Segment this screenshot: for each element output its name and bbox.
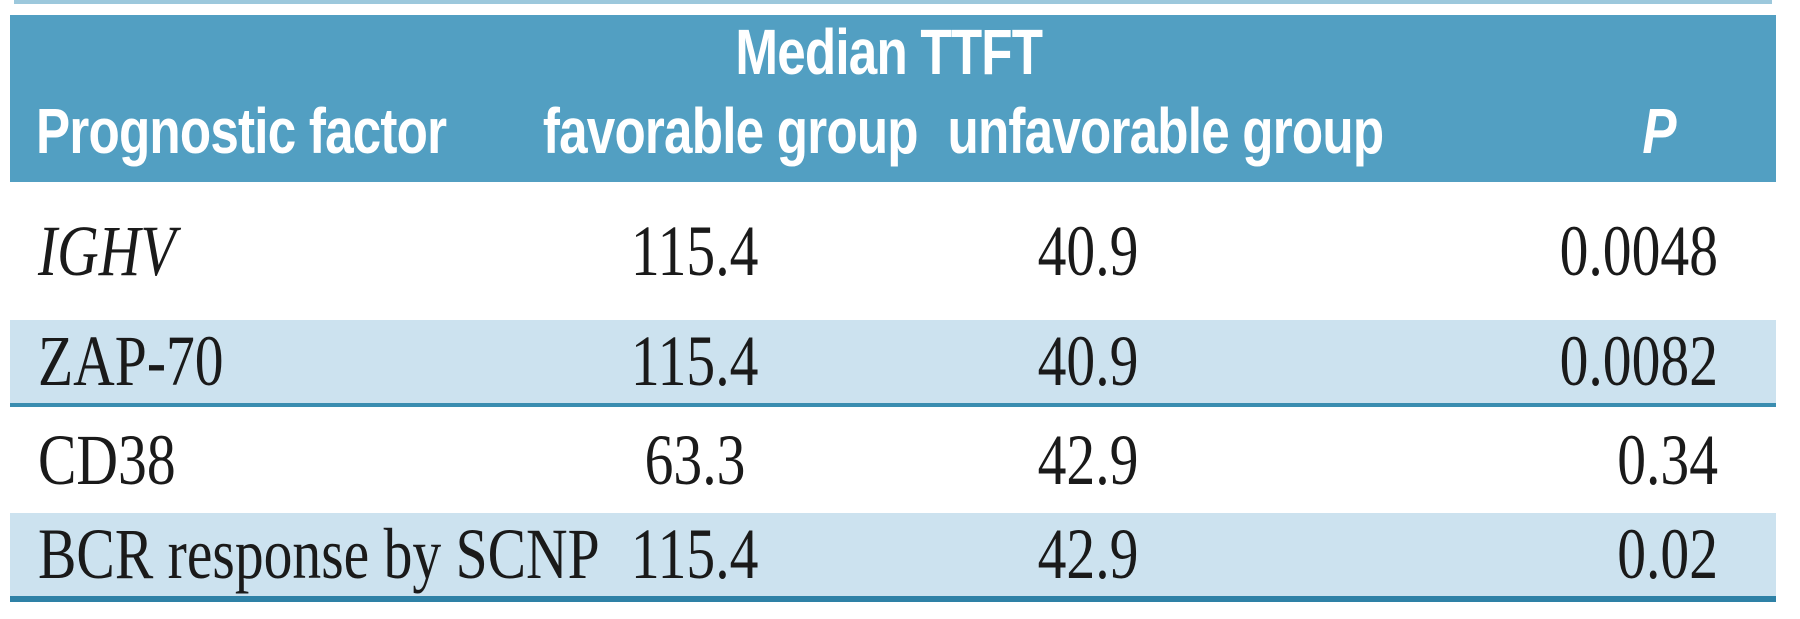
cell-favorable: 115.4 xyxy=(496,513,893,602)
cell-p-value: 0.0082 xyxy=(1282,320,1776,407)
column-header-p-value: P xyxy=(1282,89,1776,182)
spanner-spacer-right xyxy=(1282,15,1776,89)
header-spanner-row: Median TTFT xyxy=(10,15,1776,89)
table-row-ighv: IGHV 115.4 40.9 0.0048 xyxy=(10,182,1776,320)
table-row-bcr-scnp: BCR response by SCNP 115.4 42.9 0.02 xyxy=(10,513,1776,602)
spanner-header-median-ttft: Median TTFT xyxy=(496,15,1282,89)
column-header-prognostic-factor: Prognostic factor xyxy=(10,89,496,182)
cell-p-value: 0.02 xyxy=(1282,513,1776,602)
cell-favorable: 115.4 xyxy=(496,320,893,407)
prognostic-factor-table: Median TTFT Prognostic factor favorable … xyxy=(10,15,1776,602)
cell-unfavorable: 42.9 xyxy=(1037,419,1138,500)
table-row-cd38: CD38 63.3 42.9 0.34 xyxy=(10,405,1776,513)
cell-unfavorable: 40.9 xyxy=(1037,210,1138,291)
column-header-favorable-group: favorable group xyxy=(496,89,919,182)
cell-unfavorable: 40.9 xyxy=(893,320,1282,407)
cell-factor: ZAP-70 xyxy=(10,320,496,407)
cell-favorable: 63.3 xyxy=(644,419,745,500)
cell-p-value: 0.34 xyxy=(1617,419,1718,500)
cell-factor: CD38 xyxy=(38,419,176,500)
header-columns-row: Prognostic factor favorable group unfavo… xyxy=(10,89,1776,182)
cell-favorable: 115.4 xyxy=(630,210,759,291)
spanner-spacer-left xyxy=(10,15,496,89)
spanner-label: Median TTFT xyxy=(735,16,1044,88)
cell-factor: IGHV xyxy=(38,210,176,291)
cell-p-value: 0.0048 xyxy=(1559,210,1718,291)
table-body: IGHV 115.4 40.9 0.0048 ZAP-70 115.4 40.9… xyxy=(10,182,1776,602)
table-header: Median TTFT Prognostic factor favorable … xyxy=(10,15,1776,182)
top-accent-rule xyxy=(14,0,1772,4)
table-row-zap70: ZAP-70 115.4 40.9 0.0082 xyxy=(10,320,1776,407)
cell-unfavorable: 42.9 xyxy=(893,513,1282,602)
column-header-unfavorable-group: unfavorable group xyxy=(893,89,1384,182)
cell-factor: BCR response by SCNP xyxy=(10,513,600,602)
